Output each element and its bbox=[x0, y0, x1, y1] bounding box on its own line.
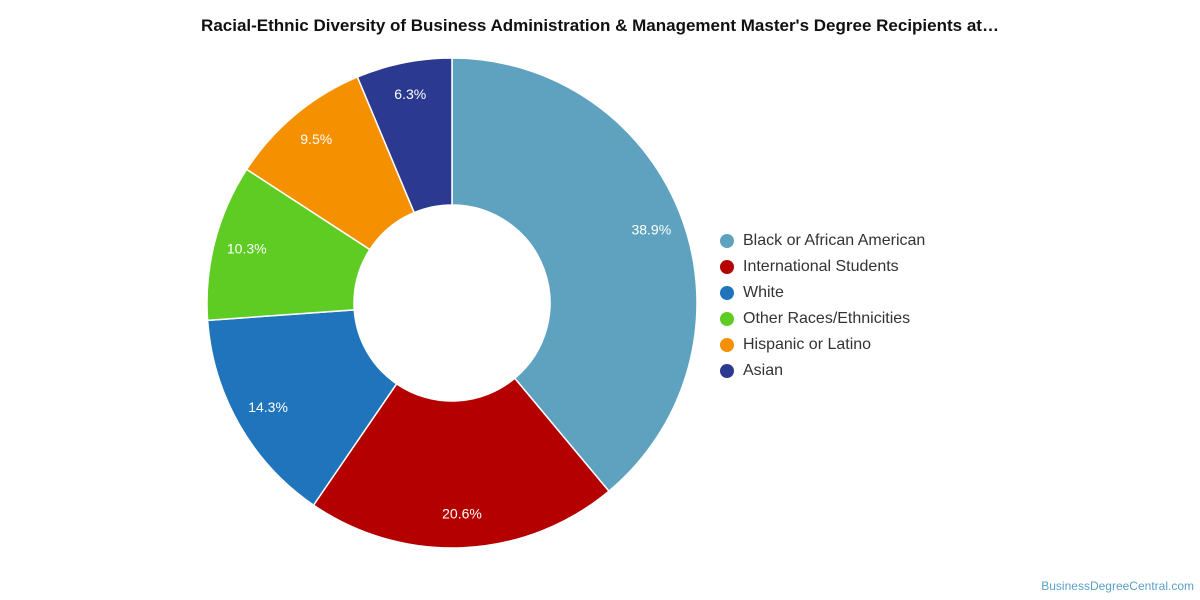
legend-label: Asian bbox=[743, 362, 784, 379]
legend-label: Hispanic or Latino bbox=[743, 336, 872, 353]
legend-item-white[interactable]: White bbox=[720, 280, 925, 306]
slice-black-or-african-american[interactable] bbox=[451, 57, 698, 493]
legend-swatch bbox=[720, 286, 734, 300]
legend-item-hispanic-or-latino[interactable]: Hispanic or Latino bbox=[720, 332, 925, 358]
legend-label: Black or African American bbox=[743, 232, 926, 249]
slice-other-races-ethnicities[interactable] bbox=[206, 168, 371, 322]
data-label-other-races-ethnicities: 10.3% bbox=[227, 241, 267, 257]
data-label-white: 14.3% bbox=[248, 399, 288, 415]
legend-swatch bbox=[720, 338, 734, 352]
data-label-black-or-african-american: 38.9% bbox=[631, 222, 671, 238]
legend-item-international-students[interactable]: International Students bbox=[720, 254, 925, 280]
source-watermark[interactable]: BusinessDegreeCentral.com bbox=[1041, 579, 1194, 593]
slice-international-students[interactable] bbox=[312, 377, 610, 549]
legend-label: White bbox=[743, 284, 784, 301]
chart-title: Racial-Ethnic Diversity of Business Admi… bbox=[201, 16, 999, 35]
legend-item-asian[interactable]: Asian bbox=[720, 358, 925, 384]
data-label-asian: 6.3% bbox=[394, 86, 426, 102]
legend-label: International Students bbox=[743, 258, 899, 275]
legend-swatch bbox=[720, 364, 734, 378]
slice-asian[interactable] bbox=[356, 57, 453, 214]
legend-swatch bbox=[720, 312, 734, 326]
legend-swatch bbox=[720, 260, 734, 274]
legend-swatch bbox=[720, 234, 734, 248]
legend-label: Other Races/Ethnicities bbox=[743, 310, 911, 327]
chart-legend: Black or African American International S… bbox=[720, 228, 925, 384]
slice-white[interactable] bbox=[206, 309, 398, 507]
data-label-hispanic-or-latino: 9.5% bbox=[300, 131, 332, 147]
legend-item-black-or-african-american[interactable]: Black or African American bbox=[720, 228, 925, 254]
data-label-international-students: 20.6% bbox=[442, 505, 482, 521]
legend-item-other-races-ethnicities[interactable]: Other Races/Ethnicities bbox=[720, 306, 925, 332]
